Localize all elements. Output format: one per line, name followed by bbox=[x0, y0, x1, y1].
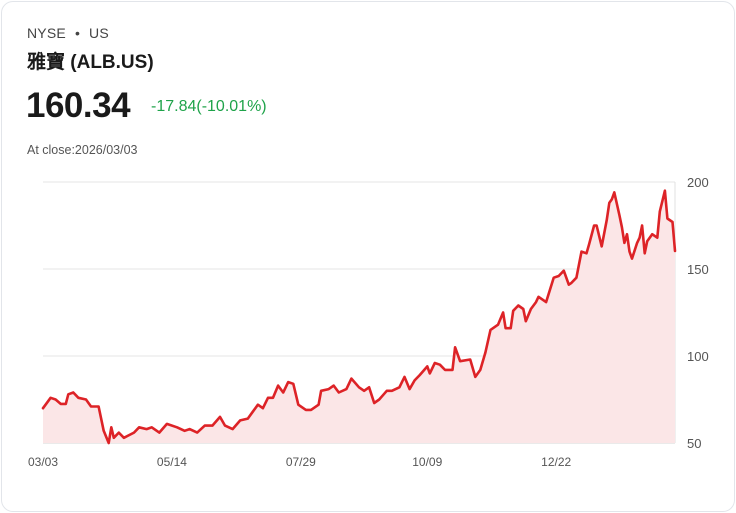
last-price: 160.34 bbox=[26, 86, 131, 125]
price-line bbox=[41, 189, 677, 445]
x-tick-label: 05/14 bbox=[157, 455, 187, 469]
region: US bbox=[89, 25, 109, 41]
price-area-fill bbox=[43, 190, 675, 443]
x-tick-label: 07/29 bbox=[286, 455, 316, 469]
x-tick-label: 03/03 bbox=[28, 455, 58, 469]
y-tick-label: 100 bbox=[687, 349, 709, 364]
separator-dot: • bbox=[74, 25, 81, 41]
y-tick-label: 50 bbox=[687, 436, 701, 451]
exchange-line: NYSE • US bbox=[27, 25, 109, 41]
x-tick-label: 12/22 bbox=[541, 455, 571, 469]
y-tick-label: 150 bbox=[687, 262, 709, 277]
close-time: At close:2026/03/03 bbox=[27, 143, 138, 157]
stock-name: 雅寶 (ALB.US) bbox=[27, 52, 154, 73]
y-tick-label: 200 bbox=[687, 175, 709, 190]
x-tick-label: 10/09 bbox=[412, 455, 442, 469]
price-change: -17.84(-10.01%) bbox=[151, 98, 267, 115]
exchange: NYSE bbox=[27, 25, 66, 41]
